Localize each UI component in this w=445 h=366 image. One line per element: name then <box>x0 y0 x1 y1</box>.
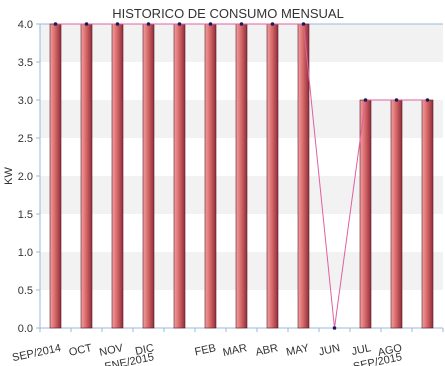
y-tick-label: 2.0 <box>18 171 33 183</box>
y-tick-label: 0.0 <box>18 323 33 335</box>
data-point[interactable] <box>208 22 213 26</box>
x-tick-label: MAR <box>222 342 248 359</box>
y-tick-label: 4.0 <box>18 19 33 31</box>
x-tick-label: DIC <box>134 342 155 358</box>
data-point[interactable] <box>394 98 399 102</box>
y-tick-label: 3.0 <box>18 95 33 107</box>
x-tick-label: FEB <box>194 342 217 358</box>
bar[interactable] <box>390 99 403 329</box>
x-tick-label: JUL <box>350 342 372 358</box>
data-point[interactable] <box>425 98 430 102</box>
y-axis-label: KW <box>3 167 15 185</box>
data-point[interactable] <box>270 22 275 26</box>
chart-title: HISTORICO DE CONSUMO MENSUAL <box>112 6 344 21</box>
bar[interactable] <box>421 99 434 329</box>
bar[interactable] <box>297 23 310 329</box>
bar[interactable] <box>142 23 155 329</box>
bar[interactable] <box>359 99 372 329</box>
bar[interactable] <box>173 23 186 329</box>
y-tick-label: 1.0 <box>18 247 33 259</box>
x-tick-label: JUN <box>318 342 341 358</box>
y-tick-label: 3.5 <box>18 57 33 69</box>
bar[interactable] <box>235 23 248 329</box>
bar[interactable] <box>80 23 93 329</box>
y-tick-label: 2.5 <box>18 133 33 145</box>
data-point[interactable] <box>53 22 58 26</box>
y-tick-label: 1.5 <box>18 209 33 221</box>
data-point[interactable] <box>115 22 120 26</box>
x-tick-label: AGO <box>377 342 404 359</box>
bar[interactable] <box>266 23 279 329</box>
bar[interactable] <box>49 23 62 329</box>
markers <box>53 22 430 330</box>
data-point[interactable] <box>239 22 244 26</box>
x-tick-label: SEP/2014 <box>11 342 62 364</box>
data-point[interactable] <box>363 98 368 102</box>
data-point[interactable] <box>177 22 182 26</box>
x-tick-label: NOV <box>98 342 124 359</box>
bar[interactable] <box>111 23 124 329</box>
x-tick-label: ABR <box>254 342 279 358</box>
x-tick-label: OCT <box>68 342 93 359</box>
data-point[interactable] <box>84 22 89 26</box>
x-tick-label: MAY <box>285 342 311 359</box>
bar[interactable] <box>204 23 217 329</box>
data-point[interactable] <box>332 326 337 330</box>
y-tick-label: 0.5 <box>18 285 33 297</box>
bars <box>49 23 434 329</box>
data-point[interactable] <box>146 22 151 26</box>
y-tick-labels: 0.0 0.5 1.0 1.5 2.0 2.5 3.0 3.5 4.0 <box>18 19 33 335</box>
data-point[interactable] <box>301 22 306 26</box>
